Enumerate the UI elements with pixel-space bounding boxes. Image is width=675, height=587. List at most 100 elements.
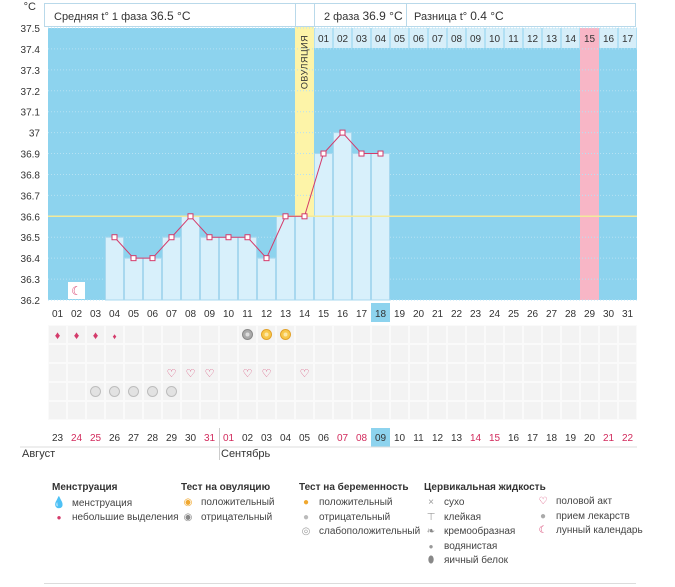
symptom-cell bbox=[333, 382, 352, 401]
symptom-cell bbox=[105, 401, 124, 420]
symptom-cell bbox=[428, 382, 447, 401]
y-tick-label: 36.6 bbox=[21, 212, 41, 223]
difference-value: 0.4 °C bbox=[470, 9, 504, 23]
symptom-cell bbox=[352, 325, 371, 344]
temperature-bar bbox=[276, 215, 295, 301]
symptom-cell bbox=[162, 344, 181, 363]
pill-icon bbox=[90, 386, 101, 397]
symptom-cell bbox=[219, 382, 238, 401]
symptom-cell bbox=[504, 363, 523, 382]
symptom-cell bbox=[428, 363, 447, 382]
symptom-cell bbox=[124, 401, 143, 420]
pill-icon bbox=[147, 386, 158, 397]
symptom-cell bbox=[276, 401, 295, 420]
cycle-day-label: 04 bbox=[109, 309, 121, 320]
symptom-cell bbox=[67, 344, 86, 363]
cycle-day-label: 07 bbox=[166, 309, 178, 320]
legend-item: ◉ отрицательный bbox=[181, 511, 274, 526]
watery-icon: ● bbox=[428, 541, 434, 551]
symptom-cell bbox=[295, 363, 314, 382]
calendar-date: 02 bbox=[242, 433, 254, 444]
symptom-cell bbox=[599, 344, 618, 363]
positive-test-icon: ◉ bbox=[183, 497, 193, 508]
symptom-cell bbox=[580, 344, 599, 363]
ovulation-header-cell bbox=[295, 3, 315, 27]
symptom-cell bbox=[48, 382, 67, 401]
symptom-cell bbox=[314, 382, 333, 401]
symptom-cell bbox=[466, 401, 485, 420]
cycle-day-label: 11 bbox=[242, 309, 253, 320]
symptom-cell bbox=[162, 363, 181, 382]
symptom-cell bbox=[561, 325, 580, 344]
y-tick-label: 37 bbox=[29, 129, 41, 140]
symptom-cell bbox=[580, 382, 599, 401]
symptom-cell bbox=[390, 363, 409, 382]
drop-small-icon: ♦ bbox=[112, 332, 116, 341]
dry-icon: × bbox=[428, 497, 434, 508]
legend-item: ● отрицательный bbox=[299, 511, 420, 526]
temperature-point bbox=[320, 150, 327, 157]
temperature-point bbox=[282, 213, 289, 220]
symptom-cell bbox=[86, 401, 105, 420]
symptom-cell bbox=[86, 363, 105, 382]
symptom-cell bbox=[105, 344, 124, 363]
legend-title: Цервикальная жидкость bbox=[424, 482, 546, 493]
cycle-day-label: 18 bbox=[375, 309, 387, 320]
creamy-icon: ❧ bbox=[426, 526, 436, 537]
calendar-date: 29 bbox=[166, 433, 178, 444]
symptom-cell bbox=[143, 401, 162, 420]
symptom-cell bbox=[447, 401, 466, 420]
symptom-cell bbox=[352, 382, 371, 401]
symptom-cell bbox=[143, 325, 162, 344]
drop-large-icon: ♦ bbox=[93, 330, 99, 342]
temperature-point bbox=[187, 213, 194, 220]
symptom-cell bbox=[447, 382, 466, 401]
temperature-point bbox=[301, 213, 308, 220]
symptom-cell bbox=[333, 401, 352, 420]
symptom-cell bbox=[523, 401, 542, 420]
symptom-cell bbox=[48, 401, 67, 420]
cycle-day-label: 15 bbox=[318, 309, 330, 320]
pill-icon bbox=[109, 386, 120, 397]
luteal-day-label: 02 bbox=[337, 34, 349, 45]
symptom-cell bbox=[162, 401, 181, 420]
temperature-bar bbox=[371, 153, 390, 301]
y-tick-label: 37.5 bbox=[21, 24, 41, 35]
calendar-date: 12 bbox=[432, 433, 444, 444]
symptom-cell bbox=[504, 401, 523, 420]
luteal-day-label: 15 bbox=[584, 34, 596, 45]
pill-icon bbox=[166, 386, 177, 397]
symptom-cell bbox=[542, 382, 561, 401]
symptom-cell bbox=[580, 401, 599, 420]
symptom-cell bbox=[409, 382, 428, 401]
luteal-day-cell bbox=[504, 28, 523, 48]
ovulation-label: ОВУЛЯЦИЯ bbox=[300, 35, 310, 89]
symptom-cell bbox=[257, 401, 276, 420]
luteal-day-label: 08 bbox=[451, 34, 463, 45]
symptom-cell bbox=[561, 382, 580, 401]
symptom-cell bbox=[200, 401, 219, 420]
phase1-label: Средняя t° 1 фаза bbox=[54, 11, 148, 23]
symptom-cell bbox=[124, 344, 143, 363]
symptom-cell bbox=[314, 401, 333, 420]
cycle-day-label: 25 bbox=[508, 309, 520, 320]
symptom-cell bbox=[200, 363, 219, 382]
symptom-cell bbox=[48, 344, 67, 363]
luteal-day-cell bbox=[485, 28, 504, 48]
temperature-point bbox=[149, 255, 156, 262]
symptom-cell bbox=[181, 325, 200, 344]
luteal-day-cell bbox=[314, 28, 333, 48]
symptom-cell bbox=[409, 401, 428, 420]
symptom-cell bbox=[48, 363, 67, 382]
legend-label: кремообразная bbox=[444, 526, 516, 537]
calendar-date: 28 bbox=[147, 433, 159, 444]
cycle-day-label: 30 bbox=[603, 309, 615, 320]
cycle-day-label: 31 bbox=[622, 309, 634, 320]
legend-item: ● прием лекарств bbox=[536, 510, 643, 525]
symptom-cell bbox=[523, 382, 542, 401]
expected-period-column bbox=[580, 28, 599, 300]
symptom-cell bbox=[200, 344, 219, 363]
symptom-cell bbox=[238, 382, 257, 401]
drop-small-icon: ● bbox=[56, 512, 62, 522]
symptom-cell bbox=[371, 325, 390, 344]
